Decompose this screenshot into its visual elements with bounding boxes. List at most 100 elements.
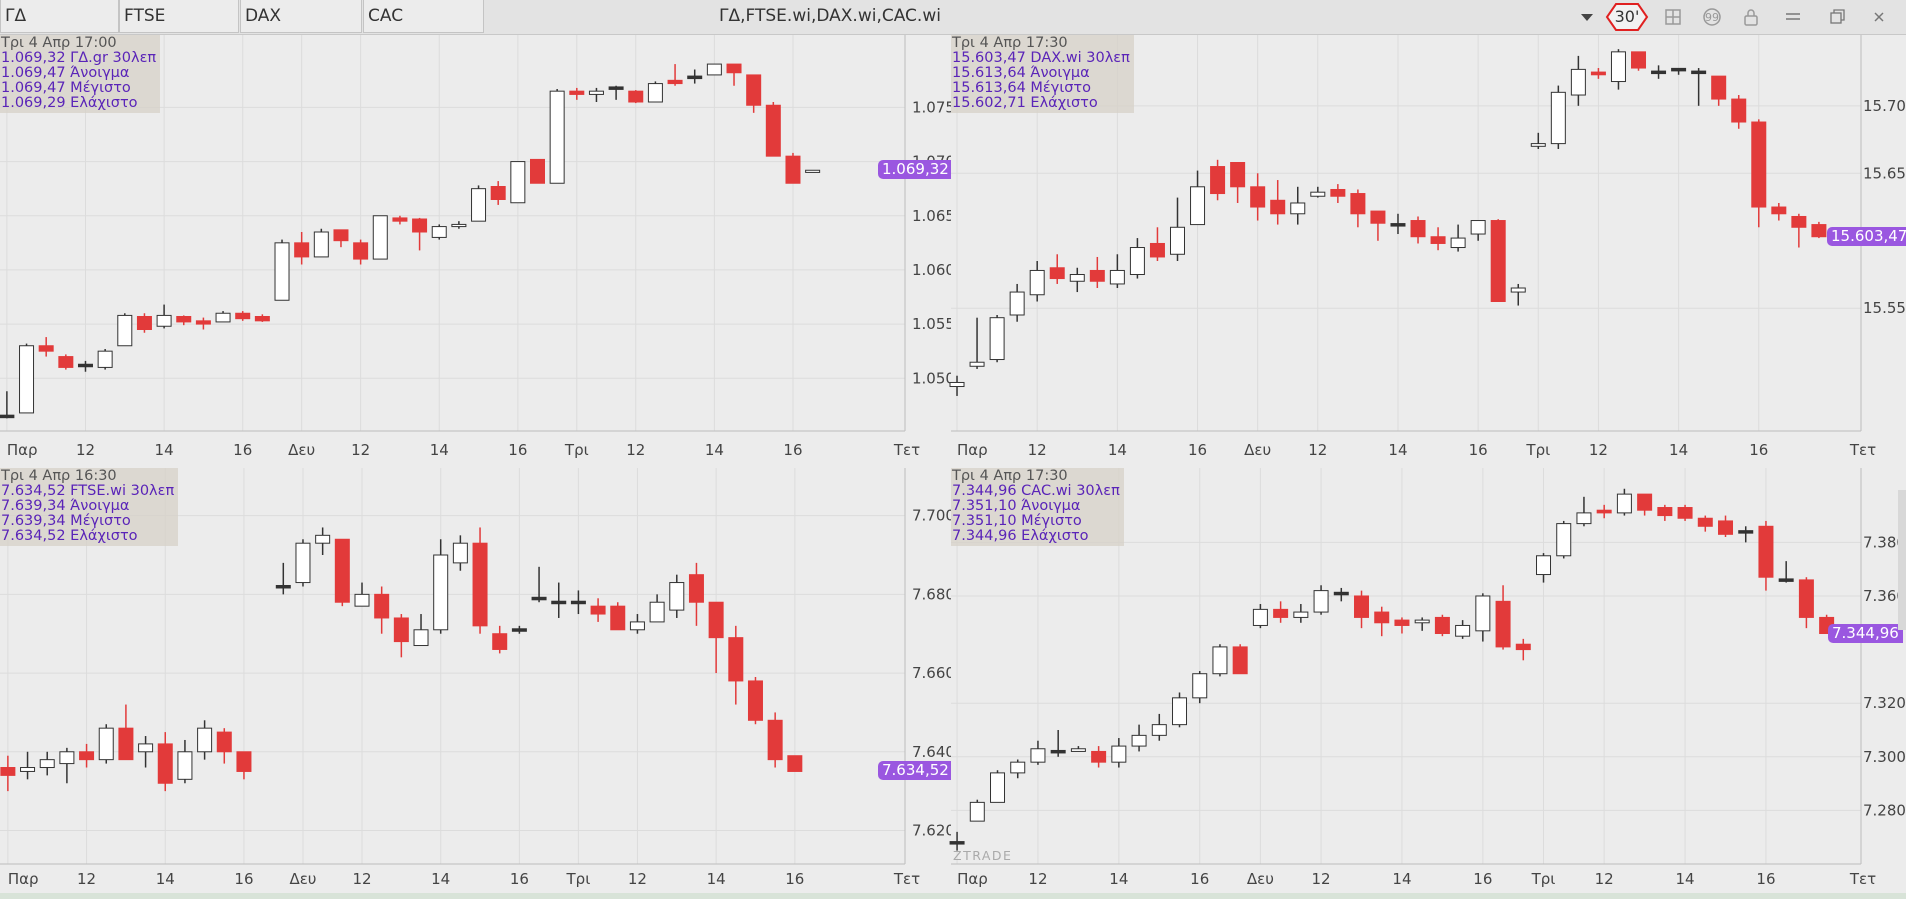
candle: [1330, 184, 1346, 203]
candle-body: [1270, 199, 1286, 215]
tab-ftse[interactable]: FTSE: [119, 0, 239, 33]
info-line: 7.634,52 Ελάχιστο: [1, 528, 138, 544]
info-line: 7.639,34 Μέγιστο: [1, 513, 131, 529]
candle: [235, 311, 251, 321]
candle: [177, 739, 193, 784]
svg-text:99: 99: [1705, 11, 1719, 24]
y-tick-label: 7.660: [912, 664, 955, 682]
candle: [1758, 520, 1774, 591]
candle: [19, 343, 35, 414]
x-tick-label: 16: [1749, 441, 1768, 459]
x-tick-label: 12: [1308, 441, 1327, 459]
candle-body: [1414, 619, 1430, 624]
candle-body: [669, 582, 685, 611]
close-icon[interactable]: [1865, 3, 1893, 31]
candle-body: [1030, 748, 1046, 763]
candle-body: [590, 605, 606, 615]
candle: [1091, 746, 1107, 768]
lock-icon[interactable]: [1737, 3, 1765, 31]
candle: [1616, 488, 1632, 516]
chart-panel-cac[interactable]: 7.280 7.300 7.320 7.360 7.380 Παρ 12 14 16 Δευ 12 1…: [949, 468, 1906, 893]
candle-body: [570, 600, 586, 605]
y-tick-label: 7.700: [912, 507, 955, 525]
quote-icon[interactable]: 99: [1698, 3, 1726, 31]
x-tick-label: 14: [1388, 441, 1407, 459]
candle-body: [688, 574, 704, 603]
y-tick-label: 15.650: [1863, 164, 1906, 182]
candle: [392, 215, 408, 225]
candle-body: [1210, 166, 1226, 195]
chart-panel-ftse[interactable]: 7.620 7.640 7.660 7.680 7.700 Παρ 12 14 16 Δευ 12 1…: [0, 468, 955, 893]
candle-body: [1310, 191, 1326, 197]
chart-panel-dax[interactable]: 15.550 15.650 15.700 Παρ 12 14 16 Δευ 12 14 16 Τρι 1…: [949, 35, 1906, 464]
candle-body: [1070, 748, 1086, 752]
candle-body: [38, 345, 54, 352]
candle: [1536, 553, 1552, 583]
top-toolbar: ΓΔ FTSE DAX CAC ΓΔ,FTSE.wi,DAX.wi,CAC.wi…: [0, 0, 1906, 35]
candle-body: [372, 215, 388, 260]
candle: [1677, 504, 1693, 521]
tab-dax[interactable]: DAX: [240, 0, 362, 33]
candle-body: [706, 63, 722, 76]
candle: [433, 539, 449, 634]
candle-body: [1475, 595, 1491, 632]
candle-body: [1798, 579, 1814, 618]
x-tick-label: Τετ: [1849, 870, 1876, 888]
candle-body: [1550, 91, 1566, 145]
x-tick-label: 14: [156, 870, 175, 888]
watermark-logo: ZTRADE: [953, 848, 1013, 863]
candlestick-chart-ftse[interactable]: 7.620 7.640 7.660 7.680 7.700 Παρ 12 14 16 Δευ 12 1…: [0, 468, 955, 893]
chevron-down-icon[interactable]: [1573, 3, 1601, 31]
last-price-tag: 7.634,52: [878, 761, 953, 781]
candle: [787, 755, 803, 772]
interval-button[interactable]: 30': [1605, 2, 1649, 32]
candle: [1049, 254, 1065, 284]
candle-body: [1390, 223, 1406, 227]
candle-body: [1290, 202, 1306, 215]
candle-body: [805, 169, 821, 173]
window-title: ΓΔ,FTSE.wi,DAX.wi,CAC.wi: [719, 6, 941, 26]
tab-cac[interactable]: CAC: [363, 0, 484, 33]
candle-body: [216, 731, 232, 753]
candle: [765, 102, 781, 157]
candle-body: [413, 629, 429, 647]
candle: [118, 704, 134, 761]
chart-panel-gd[interactable]: 1.0501.0551.0601.0651.0701.075Παρ121416Δ…: [0, 35, 955, 464]
candle: [1394, 617, 1410, 634]
candle: [374, 586, 390, 634]
info-header: Τρι 4 Απρ 17:30: [952, 468, 1068, 484]
candle-body: [1495, 600, 1511, 648]
candle-body: [136, 316, 152, 330]
candle-body: [19, 345, 35, 414]
candle: [58, 354, 74, 370]
candle: [1590, 68, 1606, 79]
candle-body: [1651, 70, 1667, 75]
candlestick-chart-gd[interactable]: 1.0501.0551.0601.0651.0701.075Παρ121416Δ…: [0, 35, 955, 464]
candle-body: [1330, 188, 1346, 197]
candle: [372, 215, 388, 260]
x-tick-label: Τετ: [893, 441, 920, 459]
grid-icon[interactable]: [1659, 3, 1687, 31]
x-tick-label: 14: [155, 441, 174, 459]
candle-body: [1293, 611, 1309, 618]
candle: [1109, 254, 1125, 289]
candle-body: [510, 161, 526, 204]
candle: [629, 614, 645, 634]
candle: [451, 221, 467, 229]
candle: [1596, 504, 1612, 519]
candle-body: [989, 317, 1005, 361]
tab-gd[interactable]: ΓΔ: [0, 0, 119, 33]
y-tick-label: 7.380: [1863, 533, 1906, 551]
restore-icon[interactable]: [1823, 3, 1851, 31]
y-tick-label: 15.700: [1863, 97, 1906, 115]
candle-body: [1758, 525, 1774, 578]
minimize-icon[interactable]: [1779, 3, 1807, 31]
candle-body: [295, 542, 311, 584]
y-tick-label: 7.360: [1863, 587, 1906, 605]
candle-body: [315, 534, 331, 544]
x-tick-label: 14: [705, 441, 724, 459]
candle: [1131, 724, 1147, 752]
candle-body: [1010, 761, 1026, 774]
candle-body: [215, 312, 231, 323]
vertical-scrollbar[interactable]: [1898, 490, 1906, 630]
